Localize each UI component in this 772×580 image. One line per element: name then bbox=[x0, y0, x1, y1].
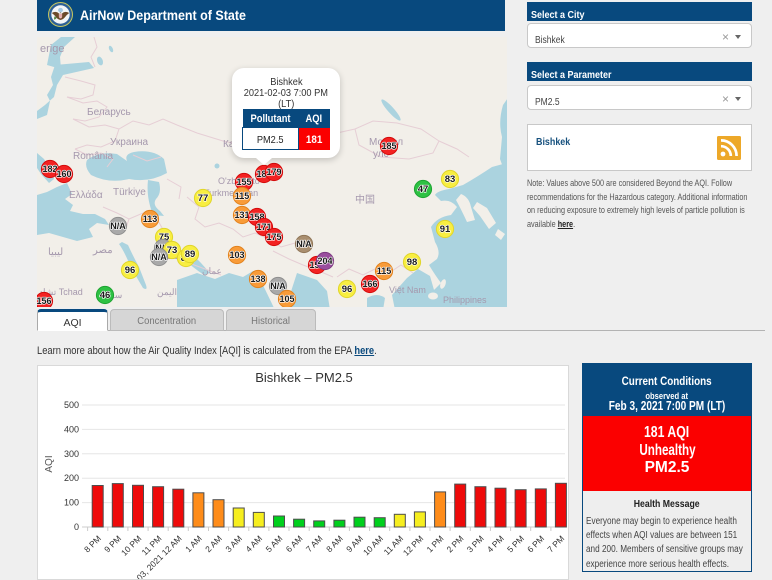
svg-text:1 PM: 1 PM bbox=[424, 533, 445, 554]
svg-text:77: 77 bbox=[198, 193, 209, 204]
svg-text:ليبيا: ليبيا bbox=[48, 247, 63, 258]
svg-text:89: 89 bbox=[185, 249, 196, 260]
svg-text:131: 131 bbox=[234, 210, 249, 220]
svg-text:Ελλάδα: Ελλάδα bbox=[69, 189, 103, 201]
svg-text:N/A: N/A bbox=[296, 239, 312, 249]
svg-text:11 AM: 11 AM bbox=[382, 533, 406, 557]
svg-text:500: 500 bbox=[64, 400, 79, 410]
svg-text:AQI: AQI bbox=[44, 455, 55, 472]
svg-text:204: 204 bbox=[317, 256, 332, 266]
svg-text:7 AM: 7 AM bbox=[304, 533, 325, 554]
svg-text:115: 115 bbox=[377, 266, 392, 276]
svg-text:اليمن: اليمن bbox=[157, 287, 177, 298]
svg-text:179: 179 bbox=[266, 167, 281, 177]
svg-text:Украина: Украина bbox=[110, 137, 149, 148]
svg-text:6 AM: 6 AM bbox=[284, 533, 305, 554]
svg-text:98: 98 bbox=[407, 257, 418, 268]
svg-text:10 PM: 10 PM bbox=[119, 533, 143, 557]
svg-text:مصر: مصر bbox=[92, 245, 113, 256]
svg-text:2 AM: 2 AM bbox=[203, 533, 224, 554]
svg-text:200: 200 bbox=[64, 473, 79, 483]
svg-text:3 AM: 3 AM bbox=[223, 533, 244, 554]
svg-text:0: 0 bbox=[74, 522, 79, 532]
svg-text:10 AM: 10 AM bbox=[361, 533, 385, 557]
svg-text:47: 47 bbox=[418, 184, 429, 195]
svg-text:156: 156 bbox=[37, 296, 52, 306]
svg-text:83: 83 bbox=[445, 174, 456, 185]
svg-text:1 AM: 1 AM bbox=[183, 533, 204, 554]
svg-text:5 AM: 5 AM bbox=[264, 533, 285, 554]
svg-text:Việt Nam: Việt Nam bbox=[389, 285, 426, 295]
svg-text:96: 96 bbox=[342, 284, 353, 295]
svg-text:175: 175 bbox=[266, 232, 281, 242]
svg-text:158: 158 bbox=[249, 212, 264, 222]
svg-text:46: 46 bbox=[100, 290, 111, 301]
svg-text:улс: улс bbox=[373, 149, 389, 160]
svg-text:171: 171 bbox=[256, 222, 271, 232]
svg-text:عمان: عمان bbox=[202, 266, 222, 276]
svg-text:100: 100 bbox=[64, 498, 79, 508]
svg-text:4 PM: 4 PM bbox=[485, 533, 506, 554]
svg-text:400: 400 bbox=[64, 424, 79, 434]
svg-text:113: 113 bbox=[143, 214, 158, 224]
svg-text:România: România bbox=[73, 151, 113, 162]
svg-text:N/A: N/A bbox=[110, 221, 126, 231]
svg-text:189: 189 bbox=[256, 169, 271, 179]
svg-text:300: 300 bbox=[64, 449, 79, 459]
svg-text:3 PM: 3 PM bbox=[465, 533, 486, 554]
svg-text:8 AM: 8 AM bbox=[324, 533, 345, 554]
svg-text:7 PM: 7 PM bbox=[545, 533, 566, 554]
svg-text:N/A: N/A bbox=[151, 252, 167, 262]
svg-text:N/A: N/A bbox=[270, 281, 286, 291]
svg-text:160: 160 bbox=[56, 169, 71, 179]
svg-text:166: 166 bbox=[362, 279, 377, 289]
svg-text:中国: 中国 bbox=[355, 193, 375, 206]
svg-text:2 PM: 2 PM bbox=[445, 533, 466, 554]
svg-text:155: 155 bbox=[236, 177, 251, 187]
svg-text:4 AM: 4 AM bbox=[243, 533, 264, 554]
svg-text:تشاد Tchad: تشاد Tchad bbox=[39, 287, 83, 297]
svg-text:Turkmenistan: Turkmenistan bbox=[204, 188, 258, 198]
svg-text:96: 96 bbox=[125, 265, 136, 276]
svg-text:8 PM: 8 PM bbox=[82, 533, 103, 554]
svg-text:103: 103 bbox=[229, 250, 244, 260]
svg-text:Каз: Каз bbox=[223, 139, 239, 150]
svg-text:Bishkek – PM2.5: Bishkek – PM2.5 bbox=[255, 370, 353, 385]
svg-text:Türkiye: Türkiye bbox=[113, 187, 146, 198]
svg-text:6 PM: 6 PM bbox=[525, 533, 546, 554]
svg-text:91: 91 bbox=[440, 224, 451, 235]
svg-text:12 PM: 12 PM bbox=[401, 533, 425, 557]
svg-text:182: 182 bbox=[42, 164, 57, 174]
svg-text:185: 185 bbox=[381, 141, 396, 151]
svg-text:Philippines: Philippines bbox=[443, 295, 487, 305]
svg-text:erige: erige bbox=[40, 43, 64, 55]
svg-text:105: 105 bbox=[279, 294, 294, 304]
svg-text:73: 73 bbox=[167, 245, 178, 256]
svg-text:5 PM: 5 PM bbox=[505, 533, 526, 554]
svg-text:Беларусь: Беларусь bbox=[87, 107, 131, 118]
svg-text:115: 115 bbox=[235, 191, 250, 201]
svg-text:138: 138 bbox=[250, 274, 265, 284]
